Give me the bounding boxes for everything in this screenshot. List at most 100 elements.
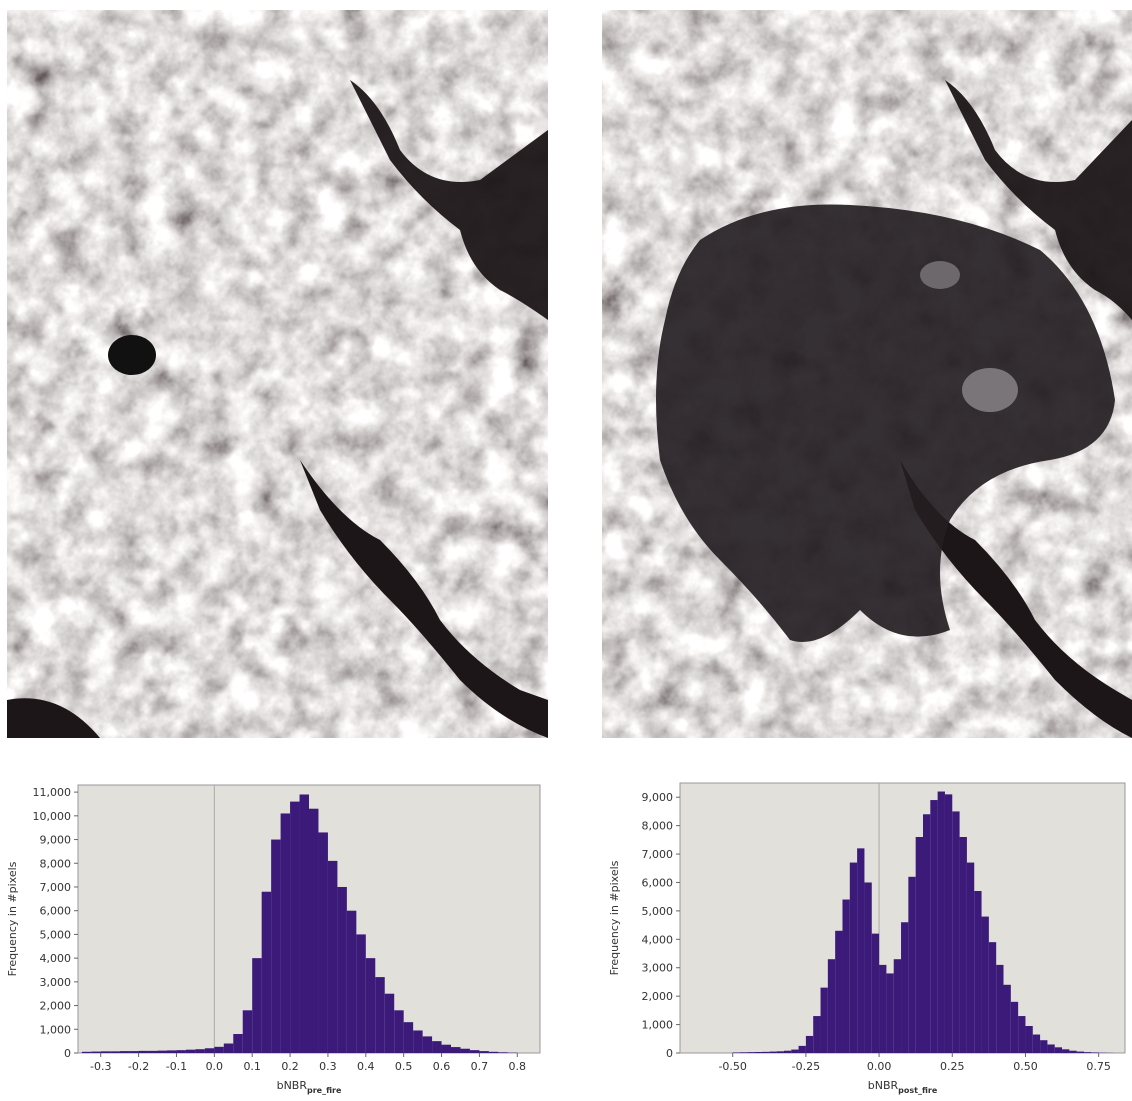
y-tick-label: 9,000: [642, 791, 674, 804]
histogram-bar: [186, 1050, 195, 1053]
x-tick-label: 0.4: [357, 1060, 375, 1073]
histogram-bar: [755, 1052, 762, 1053]
x-tick-label: 0.2: [281, 1060, 299, 1073]
x-tick-label: 0.6: [433, 1060, 451, 1073]
histogram-bar: [158, 1051, 167, 1053]
histogram-bar: [328, 861, 337, 1053]
histogram-bar: [318, 832, 327, 1053]
x-tick-label: -0.3: [90, 1060, 111, 1073]
histogram-bar: [460, 1049, 469, 1053]
histogram-bar: [82, 1052, 91, 1053]
histogram-bar: [442, 1045, 451, 1053]
histogram-bar: [799, 1046, 806, 1053]
y-axis-label: Frequency in #pixels: [6, 861, 19, 976]
histogram-bar: [281, 813, 290, 1053]
histogram-bar: [842, 900, 849, 1053]
y-tick-label: 2,000: [40, 1000, 72, 1013]
x-tick-label: 0.75: [1086, 1060, 1111, 1073]
y-tick-label: 10,000: [33, 810, 72, 823]
histogram-bar: [413, 1030, 422, 1053]
histogram-bar: [762, 1052, 769, 1053]
y-tick-label: 8,000: [40, 857, 72, 870]
y-tick-label: 8,000: [642, 820, 674, 833]
y-tick-label: 6,000: [642, 876, 674, 889]
y-tick-label: 7,000: [642, 848, 674, 861]
y-tick-label: 11,000: [33, 786, 72, 799]
histogram-bar: [498, 1052, 507, 1053]
histogram-bar: [945, 794, 952, 1053]
histogram-bar: [821, 988, 828, 1053]
y-tick-label: 2,000: [642, 990, 674, 1003]
histogram-bar: [872, 934, 879, 1053]
histogram-bar: [1018, 1016, 1025, 1053]
histogram-bar: [1025, 1026, 1032, 1053]
histogram-bar: [385, 994, 394, 1053]
y-tick-label: 4,000: [40, 952, 72, 965]
histogram-bar: [923, 814, 930, 1053]
histogram-bar: [960, 837, 967, 1053]
histogram-bar: [139, 1051, 148, 1053]
histogram-bar: [337, 887, 346, 1053]
y-tick-label: 5,000: [40, 928, 72, 941]
histogram-bar: [1055, 1047, 1062, 1053]
histogram-bar: [110, 1051, 119, 1053]
page: 0 1,000 2,000 3,000 4,000 5,000 6,000 7,000 8,00…: [0, 0, 1132, 1101]
figure: 0 1,000 2,000 3,000 4,000 5,000 6,000 7,000 8,00…: [0, 0, 1132, 1101]
histogram-bar: [233, 1034, 242, 1053]
histogram-bar: [290, 802, 299, 1053]
y-tick-label: 0: [64, 1047, 71, 1060]
histogram-bar: [404, 1022, 413, 1053]
histogram-bar: [813, 1016, 820, 1053]
histogram-bar: [982, 917, 989, 1053]
histogram-bar: [224, 1044, 233, 1053]
histogram-bar: [974, 891, 981, 1053]
histogram-bar: [347, 911, 356, 1053]
histogram-bar: [1069, 1051, 1076, 1053]
histogram-bar: [828, 959, 835, 1053]
y-tick-label: 3,000: [40, 976, 72, 989]
y-tick-label: 5,000: [642, 905, 674, 918]
histogram-bar: [176, 1050, 185, 1053]
histogram-bar: [901, 922, 908, 1053]
x-tick-label: 0.5: [395, 1060, 413, 1073]
histogram-bar: [366, 958, 375, 1053]
histogram-bar: [129, 1051, 138, 1053]
histogram-bar: [886, 973, 893, 1053]
histogram-bar: [1091, 1052, 1098, 1053]
histogram-bar: [195, 1049, 204, 1053]
y-tick-label: 9,000: [40, 834, 72, 847]
histogram-bar: [479, 1051, 488, 1053]
y-tick-label: 1,000: [642, 1019, 674, 1032]
x-axis-label-subscript: pre_fire: [307, 1086, 342, 1095]
histogram-bar: [938, 792, 945, 1053]
histogram-bar: [1033, 1035, 1040, 1053]
x-tick-label: 0.25: [940, 1060, 965, 1073]
x-axis-label-main: bNBR: [868, 1079, 899, 1092]
histogram-bar: [916, 837, 923, 1053]
histogram-bar: [1047, 1044, 1054, 1053]
histogram-bar: [769, 1052, 776, 1053]
histogram-bar: [309, 809, 318, 1053]
histogram-bar: [214, 1047, 223, 1053]
x-tick-label: -0.50: [718, 1060, 746, 1073]
histogram-bar: [1011, 1002, 1018, 1053]
histogram-bar: [205, 1048, 214, 1053]
x-tick-label: 0.0: [206, 1060, 224, 1073]
histogram-bar: [300, 794, 309, 1053]
histogram-bar: [356, 934, 365, 1053]
x-tick-label: 0.50: [1013, 1060, 1038, 1073]
x-tick-label: 0.8: [509, 1060, 527, 1073]
histogram-bar: [262, 892, 271, 1053]
histogram-bar: [908, 877, 915, 1053]
histogram-bar: [252, 958, 261, 1053]
histogram-bar: [271, 840, 280, 1053]
y-axis-label: Frequency in #pixels: [608, 860, 621, 975]
x-tick-label: -0.1: [166, 1060, 187, 1073]
histogram-bar: [784, 1051, 791, 1053]
histogram-bar: [432, 1041, 441, 1053]
y-tick-label: 6,000: [40, 905, 72, 918]
histogram-bar: [952, 811, 959, 1053]
histogram-bar: [864, 882, 871, 1053]
x-axis-label-subscript: post_fire: [898, 1086, 938, 1095]
histogram-bar: [451, 1047, 460, 1053]
